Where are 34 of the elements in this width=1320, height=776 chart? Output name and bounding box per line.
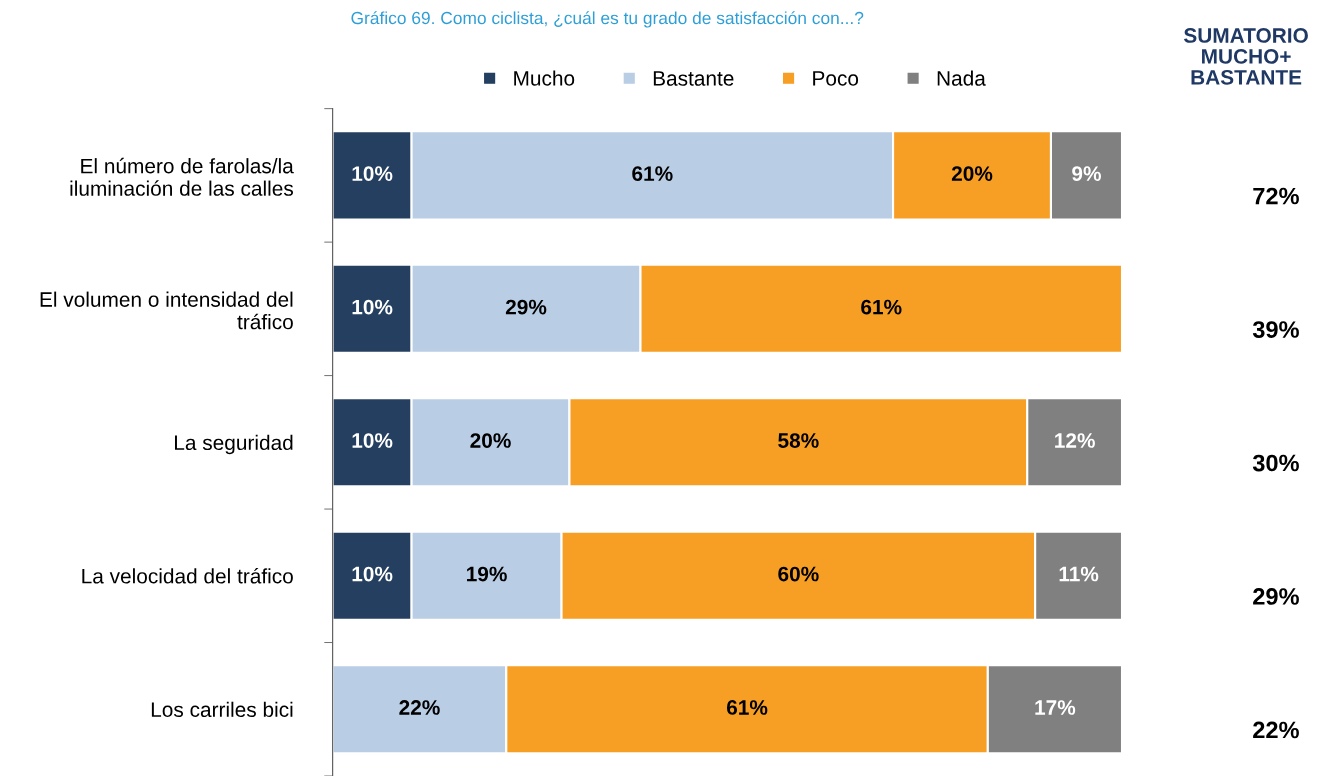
text: 39% <box>1252 321 1299 338</box>
data-label: 20% <box>951 166 993 181</box>
data-label: 58% <box>778 433 819 448</box>
legend-label: Poco <box>813 71 859 86</box>
y-tick-label: El volumen o intensidad del tráfico <box>40 291 293 330</box>
text: 30% <box>1252 454 1299 472</box>
legend-label: Bastante <box>653 71 734 86</box>
text: SUMATORIO MUCHO+ BASTANTE <box>1183 28 1308 85</box>
legend-label: Mucho <box>514 70 575 86</box>
data-label: 61% <box>632 166 673 181</box>
data-label: 9% <box>1072 166 1101 181</box>
data-label: 10% <box>352 433 393 448</box>
y-tick-label: La seguridad <box>175 434 293 455</box>
data-label: 10% <box>352 166 393 181</box>
legend-label: Nada <box>937 70 986 86</box>
y-tick-label: Los carriles bici <box>151 701 293 718</box>
y-tick-label: El número de farolas/la iluminación de las calles <box>70 157 294 196</box>
data-label: 29% <box>505 299 547 315</box>
data-label: 61% <box>861 299 902 315</box>
data-label: 22% <box>399 700 440 715</box>
chart-title: Gráfico 69. Como ciclista, ¿cuál es tu grado de satisfacción con...? <box>351 11 864 28</box>
data-label: 10% <box>352 566 393 582</box>
data-label: 19% <box>467 566 507 582</box>
data-label: 20% <box>470 433 511 448</box>
text: 29% <box>1253 588 1299 605</box>
text: 22% <box>1253 721 1299 739</box>
text: 72% <box>1253 187 1299 205</box>
data-label: 61% <box>726 700 768 715</box>
data-label: 10% <box>352 299 393 315</box>
y-tick-label: La velocidad del tráfico <box>82 568 293 584</box>
data-label: 60% <box>778 566 819 582</box>
data-label: 11% <box>1059 566 1099 582</box>
data-label: 17% <box>1035 700 1076 715</box>
data-label: 12% <box>1055 433 1095 448</box>
